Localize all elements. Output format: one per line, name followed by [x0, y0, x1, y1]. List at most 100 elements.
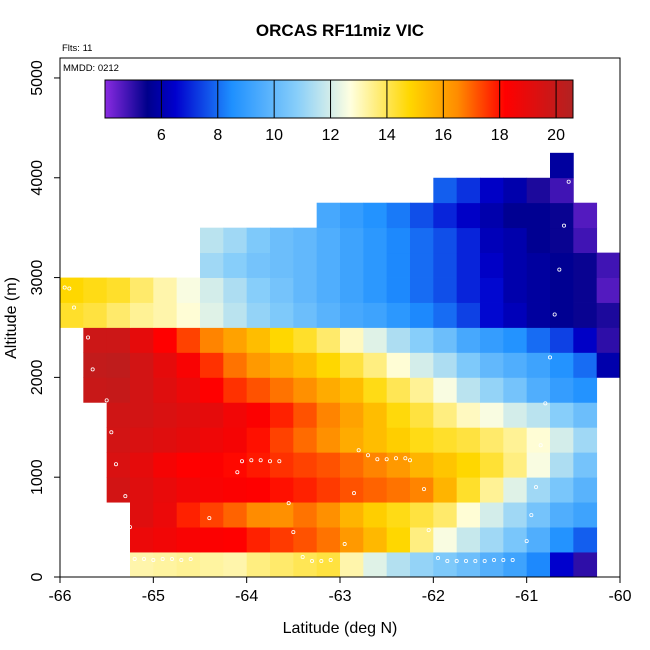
- y-tick-label: 0: [29, 572, 46, 581]
- flight-point: [421, 487, 426, 492]
- heatmap-cell: [410, 227, 434, 254]
- heatmap-cell: [363, 227, 388, 254]
- flight-point: [562, 223, 567, 228]
- flight-point: [179, 558, 184, 563]
- heatmap-cell: [316, 277, 341, 303]
- heatmap-cell: [503, 177, 528, 204]
- flight-point: [141, 557, 146, 562]
- heatmap-cell: [433, 252, 458, 278]
- heatmap-cell: [596, 352, 621, 378]
- heatmap-cell: [526, 227, 551, 254]
- heatmap-cell: [550, 327, 574, 353]
- colorbar-tick-label: 8: [213, 127, 222, 144]
- flight-point: [239, 459, 244, 464]
- heatmap-cell: [456, 377, 481, 403]
- heatmap-cell: [456, 352, 481, 378]
- heatmap-cell: [550, 527, 574, 553]
- heatmap-cell: [316, 502, 341, 528]
- heatmap-cell: [503, 552, 528, 578]
- heatmap-cell: [410, 252, 434, 278]
- heatmap-cell: [386, 477, 411, 503]
- heatmap-cell: [363, 527, 388, 553]
- heatmap-cell: [223, 477, 248, 503]
- flight-point: [510, 558, 515, 563]
- x-tick-label: -60: [608, 588, 631, 605]
- heatmap-cell: [106, 277, 131, 303]
- heatmap-cell: [456, 527, 481, 553]
- heatmap-cell: [83, 352, 108, 378]
- heatmap-cell: [363, 452, 388, 478]
- heatmap-cell: [200, 352, 224, 378]
- heatmap-cell: [526, 427, 551, 453]
- heatmap-cell: [223, 277, 248, 303]
- heatmap-cell: [223, 327, 248, 353]
- colorbar-tick-label: 20: [547, 127, 565, 144]
- heatmap-cell: [153, 477, 178, 503]
- heatmap-cell: [433, 552, 458, 578]
- heatmap-cell: [550, 477, 574, 503]
- heatmap-cell: [596, 327, 621, 353]
- heatmap-cell: [503, 202, 528, 229]
- heatmap-cell: [410, 527, 434, 553]
- heatmap-cell: [480, 177, 504, 204]
- heatmap-cell: [386, 552, 411, 578]
- heatmap-cell: [410, 477, 434, 503]
- heatmap-cell: [596, 252, 621, 278]
- heatmap-cell: [456, 427, 481, 453]
- heatmap-cell: [293, 552, 318, 578]
- heatmap-cell: [480, 277, 504, 303]
- heatmap-cell: [363, 427, 388, 453]
- heatmap-cell: [363, 252, 388, 278]
- flight-point: [529, 513, 534, 518]
- heatmap-cell: [503, 252, 528, 278]
- heatmap-cell: [340, 327, 364, 353]
- heatmap-cell: [480, 327, 504, 353]
- heatmap-cell: [106, 327, 131, 353]
- colorbar-tick-label: 18: [491, 127, 509, 144]
- heatmap-cell: [130, 352, 154, 378]
- heatmap-cell: [270, 477, 294, 503]
- heatmap-cell: [246, 227, 271, 254]
- heatmap-cell: [270, 227, 294, 254]
- heatmap-cell: [503, 477, 528, 503]
- heatmap-cell: [246, 452, 271, 478]
- heatmap-cell: [526, 402, 551, 428]
- flight-point: [454, 559, 459, 564]
- heatmap-cell: [433, 277, 458, 303]
- heatmap-cell: [316, 202, 341, 229]
- flight-point: [72, 305, 77, 310]
- flight-point: [300, 555, 305, 560]
- heatmap-cell: [480, 202, 504, 229]
- heatmap-cell: [573, 477, 598, 503]
- flight-point: [482, 559, 487, 564]
- heatmap-cell: [456, 227, 481, 254]
- heatmap-cell: [130, 427, 154, 453]
- heatmap-cell: [410, 377, 434, 403]
- heatmap-cell: [316, 302, 341, 328]
- colorbar-tick-label: 6: [157, 127, 166, 144]
- heatmap-cell: [340, 352, 364, 378]
- flight-point: [356, 448, 361, 453]
- heatmap-cell: [340, 527, 364, 553]
- heatmap-cell: [340, 202, 364, 229]
- heatmap-cell: [270, 502, 294, 528]
- heatmap-cell: [293, 477, 318, 503]
- heatmap-cell: [176, 402, 201, 428]
- heatmap-cell: [130, 402, 154, 428]
- heatmap-cell: [550, 252, 574, 278]
- heatmap-cell: [340, 502, 364, 528]
- heatmap-cell: [526, 352, 551, 378]
- colorbar-tick-label: 10: [265, 127, 283, 144]
- heatmap-cell: [596, 302, 621, 328]
- y-tick-label: 5000: [29, 60, 46, 96]
- heatmap-cell: [433, 452, 458, 478]
- heatmap-cell: [410, 327, 434, 353]
- flight-point: [566, 179, 571, 184]
- heatmap-cell: [480, 552, 504, 578]
- heatmap-cell: [573, 277, 598, 303]
- flight-point: [309, 559, 314, 564]
- heatmap-cell: [270, 452, 294, 478]
- heatmap-cell: [200, 452, 224, 478]
- heatmap-cell: [246, 377, 271, 403]
